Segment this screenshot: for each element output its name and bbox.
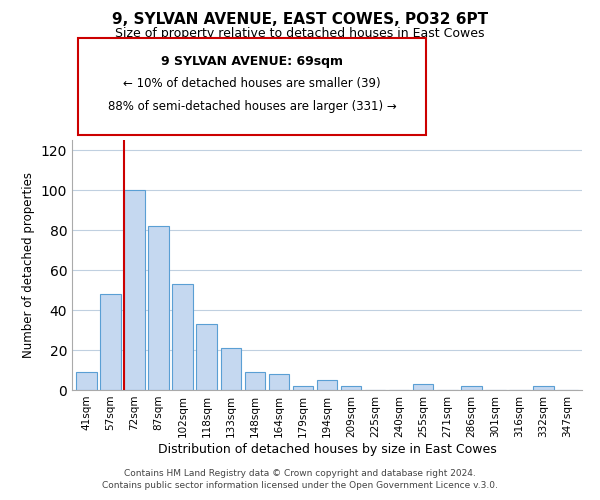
Bar: [245, 372, 265, 390]
Bar: [148, 226, 169, 390]
Text: 88% of semi-detached houses are larger (331) →: 88% of semi-detached houses are larger (…: [107, 100, 397, 113]
Bar: [293, 386, 313, 390]
Bar: [413, 384, 433, 390]
Y-axis label: Number of detached properties: Number of detached properties: [22, 172, 35, 358]
Bar: [317, 380, 337, 390]
Bar: [196, 324, 217, 390]
Bar: [221, 348, 241, 390]
Text: Contains HM Land Registry data © Crown copyright and database right 2024.: Contains HM Land Registry data © Crown c…: [124, 468, 476, 477]
Bar: [461, 386, 482, 390]
Bar: [533, 386, 554, 390]
Text: Size of property relative to detached houses in East Cowes: Size of property relative to detached ho…: [115, 28, 485, 40]
Bar: [172, 284, 193, 390]
Bar: [76, 372, 97, 390]
Text: Contains public sector information licensed under the Open Government Licence v.: Contains public sector information licen…: [102, 481, 498, 490]
Bar: [100, 294, 121, 390]
Bar: [341, 386, 361, 390]
Text: 9, SYLVAN AVENUE, EAST COWES, PO32 6PT: 9, SYLVAN AVENUE, EAST COWES, PO32 6PT: [112, 12, 488, 28]
Bar: [269, 374, 289, 390]
Text: 9 SYLVAN AVENUE: 69sqm: 9 SYLVAN AVENUE: 69sqm: [161, 55, 343, 68]
Bar: [124, 190, 145, 390]
X-axis label: Distribution of detached houses by size in East Cowes: Distribution of detached houses by size …: [158, 442, 496, 456]
Text: ← 10% of detached houses are smaller (39): ← 10% of detached houses are smaller (39…: [123, 78, 381, 90]
